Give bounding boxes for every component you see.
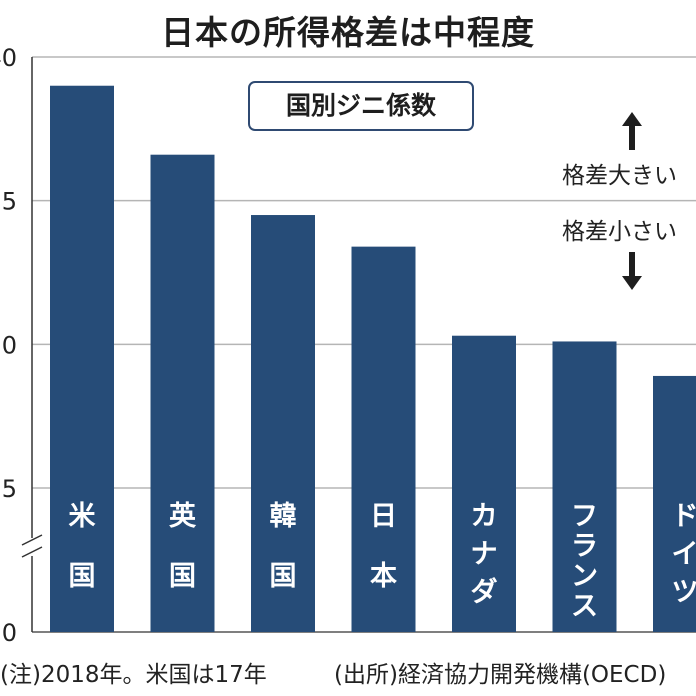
legend-box: 国別ジニ係数 xyxy=(248,81,474,131)
bars xyxy=(50,85,696,633)
bar-label-char: 国 xyxy=(270,561,297,592)
footer-note: (注)2018年。米国は17年 xyxy=(0,662,267,688)
y-tick-label: .25 xyxy=(0,475,17,503)
bar-label-char: ツ xyxy=(672,577,696,608)
bar-label-char: 国 xyxy=(169,561,196,592)
y-axis: 0 .25 .30 .35 .40 xyxy=(0,44,43,647)
y-tick-label: .40 xyxy=(0,44,17,72)
annotation-smaller-gap: 格差小さい xyxy=(562,219,677,245)
arrow-down-icon xyxy=(622,252,642,290)
bar xyxy=(251,215,315,633)
bar xyxy=(351,246,416,632)
bar xyxy=(452,335,516,632)
y-tick-label: .35 xyxy=(0,188,17,216)
y-tick-label: .30 xyxy=(0,331,17,359)
bar-label-char: 日 xyxy=(370,501,397,532)
bar-label-char: フ xyxy=(571,501,598,532)
bar-label-char: ン xyxy=(571,561,598,592)
bar xyxy=(552,341,617,632)
bar-label-char: 米 xyxy=(69,501,96,532)
chart-title: 日本の所得格差は中程度 xyxy=(161,13,535,52)
bar-label-char: 韓 xyxy=(270,501,297,532)
y-tick-label: 0 xyxy=(2,619,17,647)
bar-label-char: ダ xyxy=(471,576,498,608)
bar xyxy=(150,154,215,632)
annotation-larger-gap: 格差大きい xyxy=(562,163,677,189)
bar-label-char: 本 xyxy=(370,561,397,592)
bar-label-char: カ xyxy=(471,501,498,532)
axis-break-mark xyxy=(21,534,43,546)
bar-label-char: ナ xyxy=(471,539,498,570)
bar xyxy=(50,85,114,632)
bar xyxy=(653,375,696,632)
bar-label-char: イ xyxy=(672,539,696,570)
bar-label-char: 英 xyxy=(169,501,197,532)
bar-label-char: ス xyxy=(571,591,598,622)
bar-label-char: 国 xyxy=(69,561,96,592)
footer-source: (出所)経済協力開発機構(OECD) xyxy=(334,662,667,688)
bar-label-char: ド xyxy=(672,501,696,532)
bar-label-char: ラ xyxy=(571,531,598,562)
arrow-up-icon xyxy=(622,112,642,150)
axis-break-mark xyxy=(21,546,43,558)
